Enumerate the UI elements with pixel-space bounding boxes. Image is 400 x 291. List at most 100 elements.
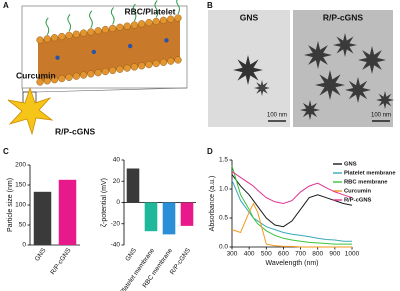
y-tick-label: 150	[15, 182, 26, 189]
particle	[376, 91, 394, 109]
glycan	[132, 3, 137, 22]
zoom-line	[21, 87, 24, 93]
lipid-head	[159, 16, 168, 24]
image-title: GNS	[240, 12, 259, 22]
line-series	[231, 171, 353, 205]
scale-bar-label: 100 nm	[371, 113, 391, 119]
panel-label: A	[3, 1, 9, 10]
particle	[333, 33, 357, 57]
glycan	[154, 0, 159, 18]
legend-label: GNS	[344, 162, 357, 168]
particle-label: R/P-cGNS	[55, 126, 95, 136]
scale-bar-label: 100 nm	[267, 113, 287, 119]
lipid-head	[58, 32, 66, 41]
membrane-label: RBC/Platelet	[124, 6, 175, 16]
y-tick-label: 20	[113, 178, 121, 185]
bar	[162, 202, 176, 235]
curcumin-dot	[127, 43, 133, 49]
y-tick-label: 0.5	[219, 215, 228, 222]
lipid-head	[145, 61, 153, 69]
glycan	[45, 17, 50, 36]
y-tick-label: 50	[19, 222, 27, 229]
x-tick-label: GNS	[34, 247, 48, 263]
star-particle	[7, 86, 54, 136]
lipid-head	[79, 71, 88, 79]
x-tick-label: 700	[295, 251, 306, 258]
panel-b: B GNS R/P-cGNS 100 nm 100 nm	[207, 1, 394, 127]
lipid-head	[167, 57, 175, 65]
x-tick-label: 800	[312, 251, 323, 258]
glycan	[67, 14, 72, 32]
lipid-head	[109, 24, 117, 33]
lipid-head	[50, 34, 59, 42]
y-axis-label: Particle size (nm)	[7, 178, 14, 232]
lipid-head	[101, 67, 109, 76]
x-tick-label: 900	[329, 251, 340, 258]
line-series	[231, 202, 352, 248]
y-axis-label: Absorbance (a.u.)	[209, 176, 216, 232]
y-tick-label: 100	[15, 202, 26, 209]
lipid-head	[58, 74, 66, 83]
legend-label: Curcumin	[344, 189, 372, 195]
image-title: R/P-cGNS	[323, 12, 363, 22]
x-tick-label: 500	[261, 251, 272, 258]
x-tick-label: 1000	[345, 251, 360, 258]
y-tick-label: 40	[113, 157, 121, 164]
lipid-head	[174, 14, 182, 22]
bar	[144, 202, 158, 232]
particle	[233, 55, 263, 85]
y-tick-label: -20	[111, 220, 121, 227]
curcumin-dot	[55, 55, 60, 60]
lipid-head	[123, 22, 131, 30]
lipid-head	[94, 27, 102, 35]
glycan	[176, 0, 180, 15]
lipid-head	[65, 73, 73, 81]
panel-a: A RBC/Platelet Curcumin R/P-cGNS	[3, 0, 188, 136]
lipid-head	[50, 76, 59, 84]
y-axis-label: ζ-potential (mV)	[101, 178, 108, 227]
line-series	[231, 174, 353, 228]
glycan	[110, 7, 115, 25]
lipid-head	[109, 66, 117, 75]
y-tick-label: 1.0	[219, 186, 228, 193]
lipid-head	[123, 64, 131, 72]
particle	[254, 80, 270, 96]
lipid-head	[79, 29, 88, 37]
x-tick-label: 600	[278, 251, 289, 258]
lipid-head	[43, 35, 51, 43]
y-tick-label: 200	[15, 162, 26, 169]
lipid-head	[36, 78, 44, 86]
particle	[315, 70, 345, 100]
legend-label: RBC membrane	[344, 180, 388, 186]
lipid-head	[130, 21, 139, 29]
legend-label: Platelet membrane	[344, 171, 396, 177]
lipid-head	[94, 69, 102, 77]
bar	[126, 168, 140, 203]
y-tick-label: 0	[22, 242, 26, 249]
lipid-head	[152, 17, 160, 26]
lipid-head	[72, 30, 80, 38]
legend-label: R/P-cGNS	[344, 198, 372, 204]
panel-label: D	[207, 147, 213, 156]
glycan	[89, 10, 93, 29]
lipid-head	[36, 36, 44, 44]
lipid-head	[145, 19, 153, 27]
lipid-head	[87, 70, 95, 78]
lipid-head	[43, 77, 51, 85]
lipid-head	[174, 56, 182, 64]
lipid-head	[167, 15, 175, 23]
x-tick-label: R/P-cGNS	[49, 247, 73, 276]
lipid-head	[87, 28, 95, 36]
line-series	[231, 180, 352, 242]
y-tick-label: 0.0	[219, 244, 228, 251]
curcumin-dot	[91, 49, 97, 55]
line-series	[231, 165, 352, 245]
lipid-head	[130, 63, 139, 71]
panel-label: C	[3, 147, 9, 156]
lipid-head	[65, 31, 73, 39]
lipid-head	[72, 72, 80, 80]
lipid-head	[101, 25, 109, 34]
lipid-heads	[36, 0, 182, 86]
